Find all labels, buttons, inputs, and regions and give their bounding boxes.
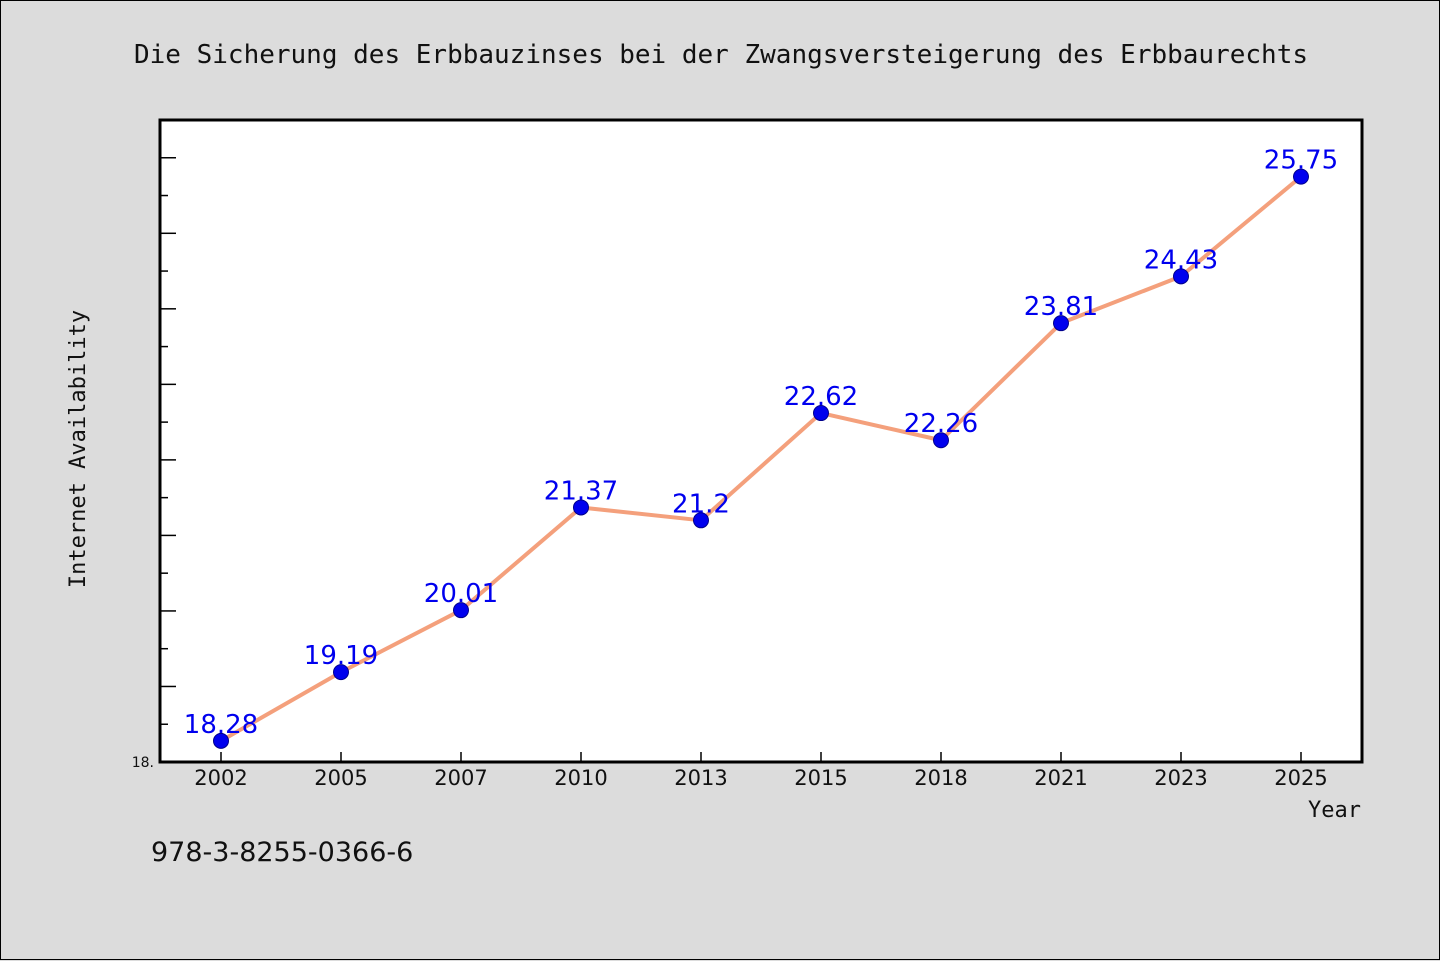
data-point <box>213 732 229 749</box>
x-tick-label: 2018 <box>914 766 967 790</box>
data-point <box>1053 315 1069 332</box>
data-label: 20.01 <box>424 579 498 609</box>
plot-area <box>158 118 1364 764</box>
x-tick-label: 2015 <box>794 766 847 790</box>
x-axis-label: Year <box>1308 798 1361 823</box>
data-point <box>333 664 349 681</box>
x-tick-label: 2025 <box>1274 766 1327 790</box>
x-tick-label: 2013 <box>674 766 727 790</box>
data-label: 19.19 <box>304 641 378 671</box>
x-tick-label: 2002 <box>194 766 247 790</box>
x-tick-label: 2021 <box>1034 766 1087 790</box>
data-point <box>573 499 589 516</box>
data-point <box>1293 168 1309 185</box>
x-tick-label: 2010 <box>554 766 607 790</box>
data-label: 24.43 <box>1144 245 1218 275</box>
x-axis-ticks <box>220 752 1302 762</box>
data-label: 22.62 <box>784 382 858 412</box>
data-label: 21.2 <box>672 489 730 519</box>
y-axis-ticks <box>160 119 176 763</box>
data-label: 23.81 <box>1024 292 1098 322</box>
data-label: 22.26 <box>904 409 978 439</box>
data-label: 21.37 <box>544 476 618 506</box>
x-tick-label: 2023 <box>1154 766 1207 790</box>
y-axis-label: Internet Availability <box>66 310 91 588</box>
x-tick-label: 2005 <box>314 766 367 790</box>
chart-title: Die Sicherung des Erbbauzinses bei der Z… <box>134 40 1308 70</box>
data-point <box>933 432 949 449</box>
y-axis-min-label: 18. <box>132 755 154 771</box>
data-point <box>453 602 469 619</box>
data-point <box>693 512 709 529</box>
data-markers <box>213 168 1309 749</box>
x-tick-label: 2007 <box>434 766 487 790</box>
data-label: 25.75 <box>1264 146 1338 176</box>
data-label: 18.28 <box>184 710 258 740</box>
data-labels: 18.28 19.19 20.01 21.37 21.2 22.62 22.26 23.81 2… <box>184 146 1338 740</box>
x-axis-tick-labels: 2002 2005 2007 2010 2013 2015 2018 2021 2023 2025 <box>194 766 1327 790</box>
series-line <box>220 175 1303 743</box>
data-point <box>1173 268 1189 285</box>
data-point <box>813 405 829 422</box>
footer-isbn: 978-3-8255-0366-6 <box>151 837 414 868</box>
